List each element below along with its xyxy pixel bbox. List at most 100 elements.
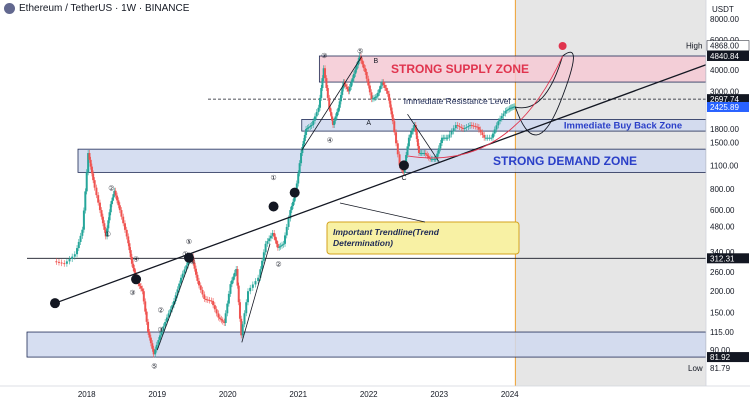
candle-body [391, 114, 394, 122]
candle-body [232, 276, 235, 281]
chart-title: Ethereum / TetherUS · 1W · BINANCE [19, 3, 190, 14]
candle-body [346, 86, 349, 89]
candle-body [361, 60, 364, 65]
candle-body [385, 87, 388, 91]
candle-body [405, 155, 408, 164]
candle-body [243, 313, 246, 325]
candle-body [206, 299, 209, 301]
resistance-label: Immediate Resistance Level [404, 96, 511, 106]
x-tick-label: 2022 [360, 390, 378, 399]
candle-body [145, 311, 148, 322]
candle-body [439, 143, 442, 149]
candle-body [414, 125, 417, 133]
wave-label: ② [275, 260, 281, 268]
annotation-pointer [339, 202, 426, 223]
candle-body [378, 89, 381, 93]
wave-label: C [401, 175, 406, 182]
candle-body [354, 69, 357, 74]
candle-body [507, 109, 510, 111]
candle-body [148, 332, 151, 338]
candle-body [512, 106, 515, 108]
trendline-touch-point [289, 187, 300, 198]
candle-body [309, 126, 312, 128]
candle-body [365, 71, 368, 79]
candle-body [141, 288, 144, 292]
candle-body [218, 317, 221, 319]
candle-body [395, 132, 398, 144]
candle-body [223, 321, 226, 323]
candle-body [373, 97, 376, 99]
candle-body [302, 141, 305, 148]
candle-body [420, 153, 423, 155]
candle-body [431, 158, 434, 160]
candle-body [427, 155, 430, 158]
candle-body [120, 210, 123, 217]
candle-body [465, 127, 468, 129]
y-tick-label: 4000.00 [710, 66, 739, 75]
candle-body [122, 216, 125, 224]
candle-body [433, 158, 436, 160]
y-tick-label: 150.00 [710, 308, 735, 317]
y-tick-label: 1500.00 [710, 138, 739, 147]
candle-body [55, 261, 58, 263]
candle-body [362, 64, 365, 69]
candle-body [462, 128, 465, 130]
candle-body [73, 254, 76, 257]
zone-label: Immediate Buy Back Zone [564, 121, 682, 132]
candle-body [412, 128, 415, 132]
trendline-touch-point [131, 274, 142, 285]
candle-body [205, 298, 208, 300]
candle-body [238, 302, 241, 319]
candle-body [149, 337, 152, 344]
candle-body [298, 163, 301, 174]
candle-body [79, 235, 82, 242]
y-tick-label: 115.00 [710, 328, 734, 337]
price-tag [707, 50, 749, 61]
candle-body [152, 348, 155, 355]
candle-body [220, 318, 223, 321]
y-tick-label: 1800.00 [710, 125, 739, 134]
channel-line [156, 254, 193, 351]
candle-body [98, 202, 101, 211]
forecast-path [515, 55, 564, 109]
candle-body [251, 284, 254, 288]
candle-body [430, 158, 433, 160]
candle-body [370, 92, 373, 100]
candle-body [511, 107, 514, 109]
candle-body [460, 127, 463, 129]
candle-body [230, 280, 233, 285]
candle-body [233, 272, 236, 277]
candle-body [495, 125, 498, 130]
x-tick-label: 2020 [219, 390, 237, 399]
y-tick-label: 800.00 [710, 185, 735, 194]
candle-body [484, 137, 487, 139]
candle-body [297, 173, 300, 184]
candle-body [112, 194, 115, 198]
candle-body [341, 88, 344, 95]
candle-body [376, 92, 379, 97]
candle-body [504, 110, 507, 114]
price-axis-bg [706, 0, 750, 400]
candle-body [85, 172, 88, 192]
target-icon [558, 42, 567, 50]
candle-body [364, 68, 367, 72]
candle-body [87, 153, 90, 173]
candle-body [76, 248, 79, 255]
x-tick-label: 2018 [78, 390, 96, 399]
candle-body [337, 107, 340, 113]
candle-body [351, 78, 354, 83]
candle-body [315, 112, 318, 117]
candle-body [246, 291, 249, 303]
annotation-box [326, 221, 520, 255]
candle-body [157, 340, 160, 345]
y-tick-label: 340.00 [710, 248, 735, 257]
candle-body [367, 78, 370, 86]
candle-body [493, 129, 496, 134]
candle-body [497, 121, 500, 126]
candle-body [271, 232, 274, 236]
candle-body [416, 139, 419, 147]
candle-body [279, 245, 282, 247]
candle-body [90, 166, 93, 174]
candle-body [357, 60, 360, 66]
